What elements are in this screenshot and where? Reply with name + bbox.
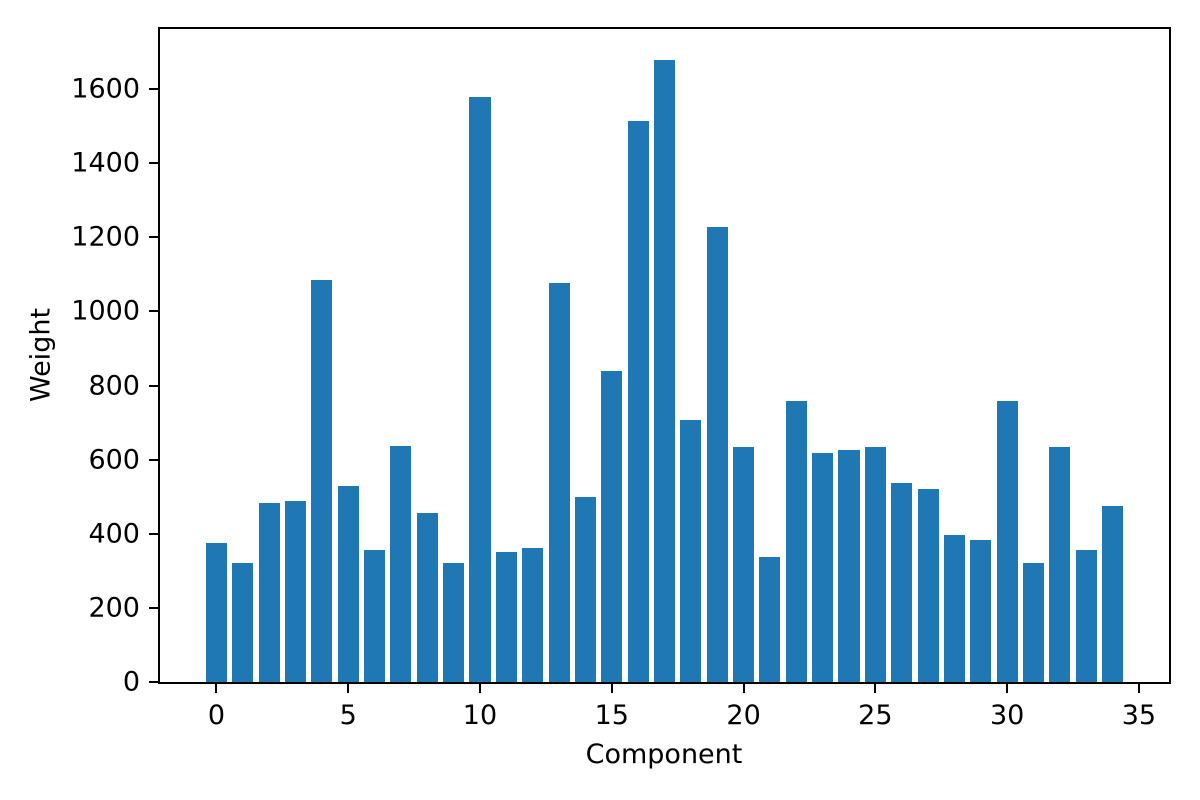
y-tick-mark [149,236,158,239]
y-tick-label: 1400 [71,147,140,179]
bar [416,513,438,682]
bar [258,502,280,682]
bar [943,534,965,682]
x-tick-label: 10 [462,700,498,731]
y-tick-label: 600 [88,444,140,476]
bar [733,447,755,682]
bar [601,370,623,682]
x-tick-label: 5 [339,700,357,731]
y-tick-mark [149,458,158,461]
bar [364,549,386,682]
y-tick-label: 400 [88,518,140,550]
bar [706,227,728,682]
x-tick-mark [347,684,350,693]
bar [443,563,465,682]
bar [311,279,333,682]
y-tick-label: 800 [88,370,140,402]
x-tick-mark [742,684,745,693]
y-tick-mark [149,532,158,535]
x-tick-label: 30 [989,700,1025,731]
y-tick-label: 1200 [71,221,140,253]
bar [838,449,860,682]
y-tick-label: 1000 [71,295,140,327]
bar [996,401,1018,682]
y-tick-mark [149,606,158,609]
y-tick-mark [149,384,158,387]
bar [1049,447,1071,682]
y-tick-label: 0 [122,666,140,698]
y-tick-label: 200 [88,592,140,624]
bar [627,120,649,682]
y-tick-mark [149,310,158,313]
bar [390,446,412,682]
x-axis-label: Component [585,739,743,770]
bar [205,542,227,682]
bar [1102,505,1124,682]
y-tick-label: 1600 [71,73,140,105]
bar [1022,562,1045,682]
y-tick-mark [149,162,158,165]
plot-area [160,29,1169,682]
x-tick-label: 25 [858,700,893,731]
y-tick-mark [149,681,158,683]
bar [284,501,307,682]
bar [785,401,807,682]
x-tick-mark [874,684,877,693]
bar [337,485,359,682]
x-tick-mark [215,684,218,693]
bar [812,452,834,682]
bar [522,548,544,682]
bar [653,60,676,682]
bar [574,496,596,682]
bar [759,556,781,682]
bar [1075,550,1097,682]
x-tick-label: 0 [207,700,225,731]
bar [864,446,886,682]
x-tick-mark [1006,684,1009,693]
bar [970,539,992,682]
bar [548,282,570,682]
bar [469,97,491,682]
bar [232,563,254,682]
x-tick-label: 35 [1121,700,1157,731]
x-tick-mark [478,684,481,693]
x-tick-mark [610,684,613,693]
bar [891,482,913,682]
y-axis-label: Weight [25,307,57,403]
bar [495,551,517,682]
y-tick-mark [149,88,158,91]
x-tick-label: 20 [726,700,761,731]
x-tick-mark [1137,684,1140,693]
bar [917,488,939,682]
x-tick-label: 15 [594,700,629,731]
bar [680,419,702,682]
